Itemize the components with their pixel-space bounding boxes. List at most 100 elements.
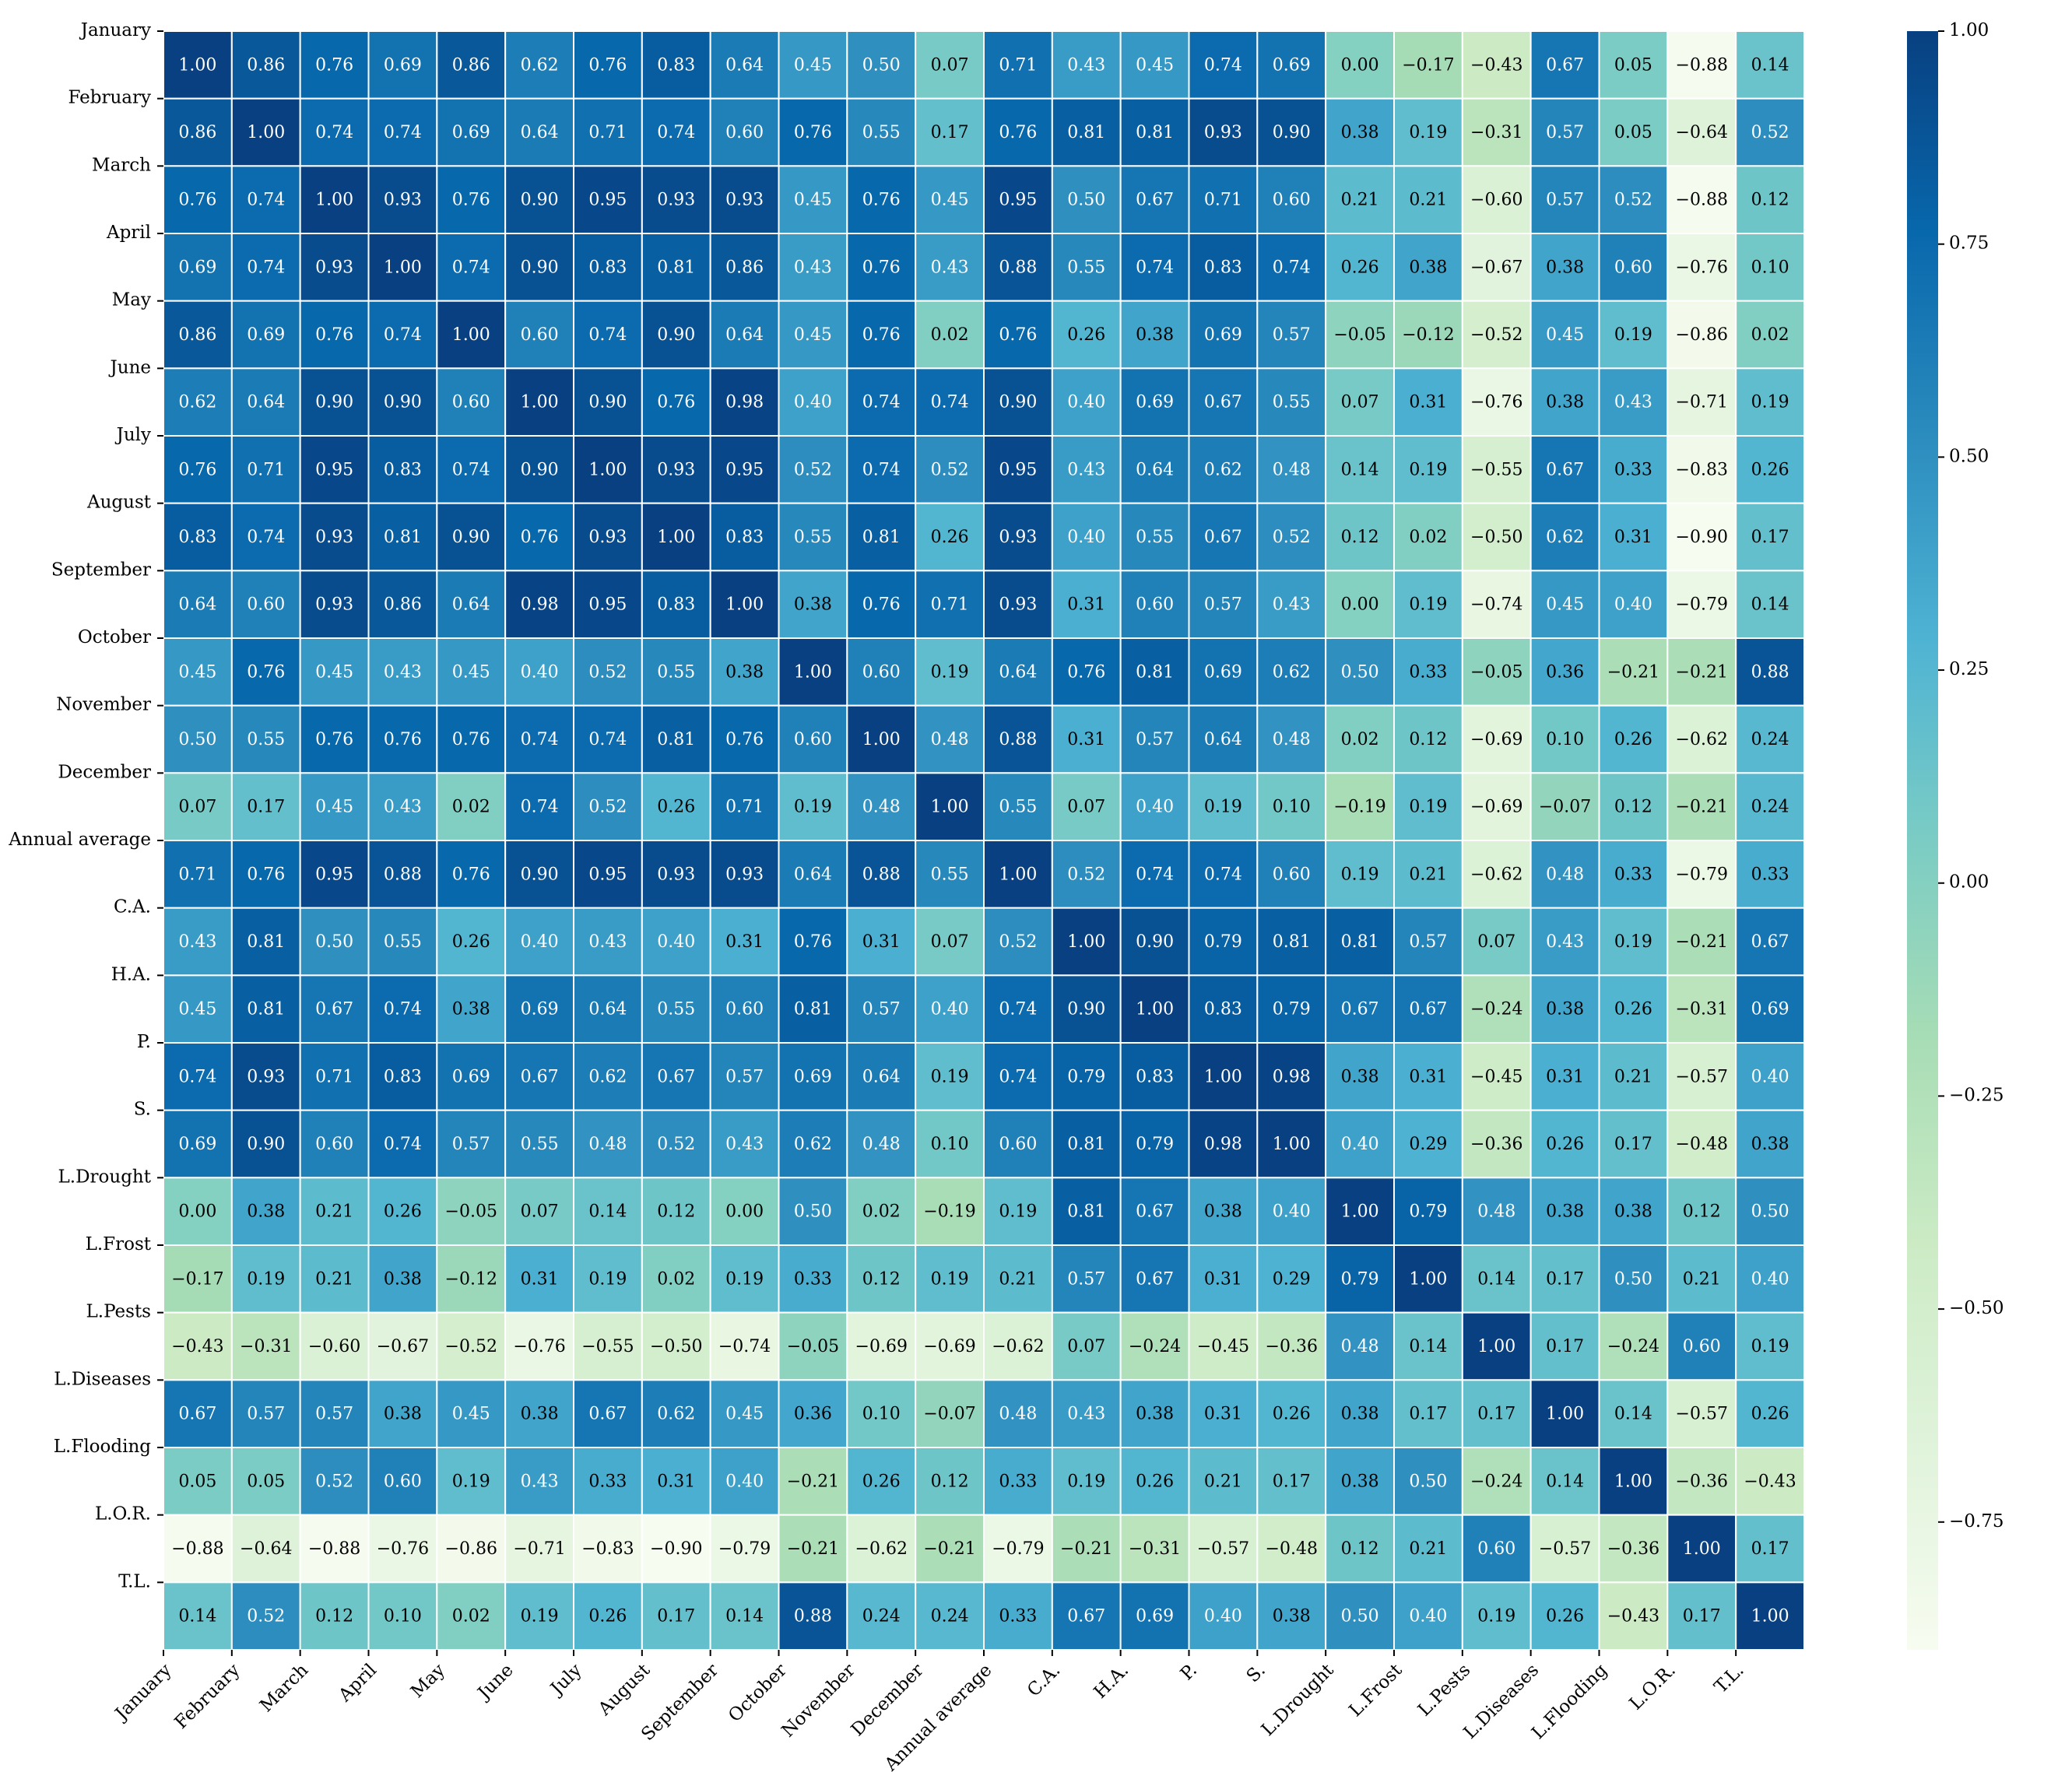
heatmap-cell [230,165,301,234]
cell-value-label: 0.79 [1067,1067,1105,1086]
heatmap-cell [1325,1042,1395,1111]
cell-value-label: 0.76 [521,528,559,547]
cell-value-label: 0.90 [521,191,559,210]
cell-value-label: 0.93 [588,528,627,547]
heatmap-cell [641,1244,711,1314]
cell-value-label: 0.29 [1273,1269,1311,1289]
heatmap-cell [641,1581,711,1651]
cell-value-label: 0.76 [1067,662,1105,682]
heatmap-cell [436,97,507,167]
cell-value-label: −0.43 [171,1337,223,1356]
heatmap-cell [915,97,985,167]
cell-value-label: 0.74 [1136,258,1174,277]
heatmap-cell [1188,1109,1259,1179]
cell-value-label: 0.43 [521,1472,559,1491]
heatmap-cell [1393,300,1463,370]
cell-value-label: 0.21 [1341,191,1379,210]
heatmap-cell [436,1581,507,1651]
cell-value-label: 0.60 [794,730,832,749]
heatmap-cell [1393,637,1463,707]
heatmap-cell [163,233,233,302]
cell-value-label: −0.67 [377,1337,429,1356]
heatmap-cell [1529,772,1600,841]
heatmap-cell [1666,1177,1737,1247]
heatmap-cell [1735,300,1806,370]
colorbar-tick-label: 0.75 [1949,233,1989,254]
heatmap-cell [299,907,370,977]
y-tick-label: Annual average [8,830,151,850]
cell-value-label: 0.17 [1751,528,1789,547]
cell-value-label: 0.50 [178,730,216,749]
cell-value-label: −0.24 [1470,1472,1522,1491]
heatmap-cell [504,367,575,437]
cell-value-label: 0.93 [999,528,1037,547]
cell-value-label: −0.62 [992,1337,1044,1356]
heatmap-cell [367,570,438,639]
cell-value-label: −0.69 [1470,798,1522,817]
heatmap-cell [709,840,780,909]
cell-value-label: 0.38 [1409,258,1447,277]
heatmap-cell [1461,772,1532,841]
cell-value-label: 0.71 [315,1067,353,1086]
cell-value-label: 0.69 [1273,55,1311,75]
cell-value-label: 0.60 [725,1000,764,1019]
cell-value-label: 0.38 [1341,1067,1379,1086]
cell-value-label: 0.74 [588,325,627,345]
heatmap-cell [436,570,507,639]
cell-value-label: −0.52 [1470,325,1522,345]
cell-value-label: 0.05 [1614,55,1652,75]
cell-value-label: 0.40 [725,1472,764,1491]
y-tick-label: L.Diseases [54,1369,151,1389]
heatmap-cell [1188,1379,1259,1449]
cell-value-label: 0.81 [657,730,695,749]
heatmap-cell [1598,1311,1669,1381]
heatmap-cell [641,1311,711,1381]
cell-value-label: 0.02 [862,1202,901,1222]
cell-value-label: −0.19 [1333,798,1385,817]
heatmap-cell [1119,1042,1190,1111]
cell-value-label: 0.45 [178,1000,216,1019]
heatmap-cell [1735,1109,1806,1179]
cell-value-label: −0.57 [1539,1539,1591,1559]
heatmap-cell [1735,704,1806,774]
cell-value-label: 0.48 [931,730,969,749]
x-tick-label: P. [1177,1660,1201,1684]
cell-value-label: 0.67 [1751,932,1789,952]
cell-value-label: 0.71 [725,798,764,817]
cell-value-label: 0.64 [725,55,764,75]
heatmap-cell [1188,1447,1259,1516]
heatmap-cell [1461,1447,1532,1516]
heatmap-cell [573,1581,643,1651]
cell-value-label: 0.67 [178,1405,216,1424]
cell-value-label: 0.60 [521,325,559,345]
cell-value-label: 0.93 [315,528,353,547]
cell-value-label: 0.14 [1546,1472,1584,1491]
y-tick-label: L.O.R. [95,1504,151,1525]
cell-value-label: 0.38 [1273,1607,1311,1626]
cell-value-label: −0.07 [923,1405,975,1424]
heatmap-cell [709,1177,780,1247]
heatmap-cell [1735,367,1806,437]
cell-value-label: 0.45 [725,1405,764,1424]
cell-value-label: 0.90 [588,393,627,412]
heatmap-cell [846,1379,917,1449]
cell-value-label: 0.55 [794,528,832,547]
cell-value-label: 0.33 [1409,662,1447,682]
cell-value-label: 0.69 [1136,393,1174,412]
heatmap-cell [436,165,507,234]
cell-value-label: 0.57 [725,1067,764,1086]
cell-value-label: 0.93 [315,258,353,277]
cell-value-label: −0.36 [1676,1472,1728,1491]
cell-value-label: 0.64 [588,1000,627,1019]
heatmap-cell [299,435,370,504]
cell-value-label: 1.00 [1067,932,1105,952]
cell-value-label: 0.12 [1341,1539,1379,1559]
cell-value-label: 0.31 [862,932,901,952]
y-tick-label: February [68,88,151,108]
heatmap-cell [1188,1244,1259,1314]
heatmap-cell [230,300,301,370]
cell-value-label: 0.57 [1409,932,1447,952]
heatmap-cell [1325,165,1395,234]
y-tick-label: December [58,762,151,782]
heatmap-cell [367,367,438,437]
